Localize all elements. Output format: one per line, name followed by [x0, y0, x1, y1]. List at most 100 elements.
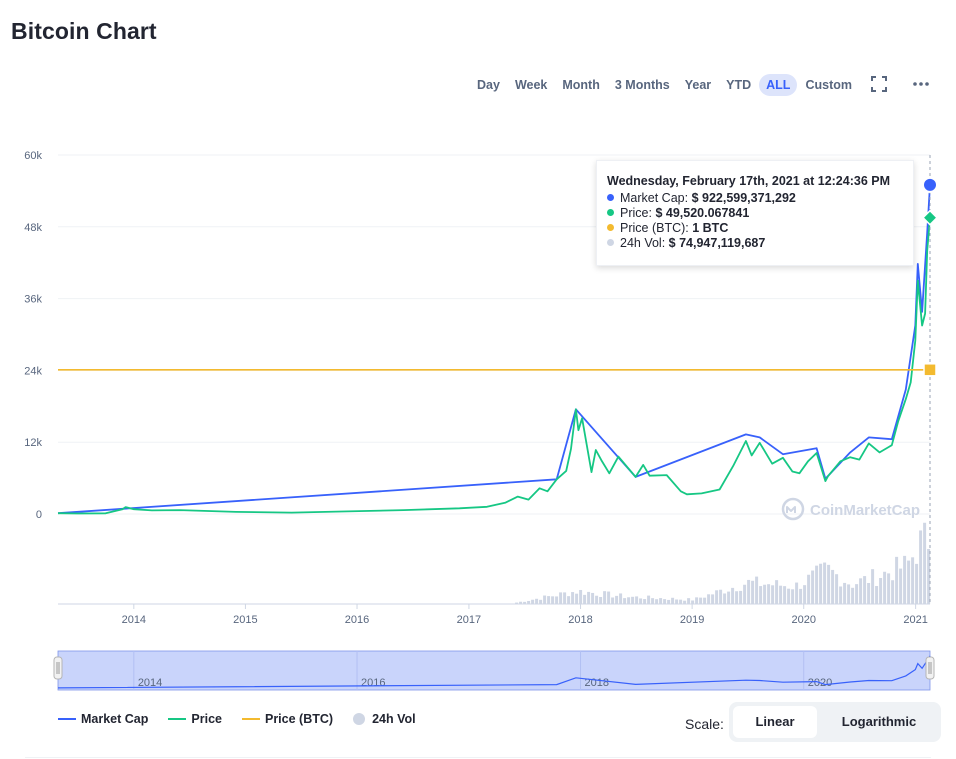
fullscreen-icon[interactable] — [871, 76, 887, 92]
price-dot — [607, 209, 614, 216]
volume-bar — [811, 570, 815, 604]
navigator-line — [57, 655, 931, 689]
volume-bar — [739, 590, 743, 604]
volume-bar — [691, 600, 695, 604]
y-axis-ticks: 60k 48k 36k 24k 12k 0 — [24, 150, 42, 521]
tooltip-date: Wednesday, February 17th, 2021 at 12:24:… — [607, 174, 890, 188]
legend-price[interactable]: Price — [168, 712, 222, 726]
volume-bar — [863, 576, 867, 604]
volume-bars — [515, 522, 931, 604]
volume-bar — [799, 588, 803, 604]
volume-bar — [843, 582, 847, 604]
volume-bar — [551, 596, 555, 604]
more-icon[interactable] — [912, 76, 930, 92]
legend-label: 24h Vol — [372, 712, 416, 726]
range-tab-all[interactable]: ALL — [759, 74, 798, 96]
legend-label: Market Cap — [81, 712, 149, 726]
volume-bar — [735, 591, 739, 604]
volume-bar — [915, 563, 919, 604]
tooltip-value: $ 74,947,119,687 — [668, 236, 766, 250]
volume-bar — [559, 592, 563, 604]
range-tab-day[interactable]: Day — [477, 78, 500, 92]
legend-volume[interactable]: 24h Vol — [353, 712, 416, 726]
navigator-year-label: 2016 — [361, 677, 385, 689]
range-tab-year[interactable]: Year — [684, 78, 712, 92]
volume-bar — [679, 599, 683, 604]
watermark-text: CoinMarketCap — [810, 502, 920, 519]
volume-bar — [851, 587, 855, 604]
volume-bar — [795, 582, 799, 604]
volume-bar — [583, 594, 587, 604]
hover-markers — [921, 155, 939, 604]
volume-bar — [755, 576, 759, 604]
volume-bar — [839, 586, 843, 604]
volume-bar — [631, 596, 635, 604]
volume-bar — [599, 597, 603, 604]
tooltip-label: 24h Vol: — [620, 236, 666, 250]
volume-bar — [635, 596, 639, 604]
volume-bar — [767, 584, 771, 604]
volume-bar — [531, 599, 535, 604]
navigator-left-handle[interactable] — [53, 656, 63, 680]
range-tab-ytd[interactable]: YTD — [726, 78, 752, 92]
tooltip-row-market-cap: Market Cap: $ 922,599,371,292 — [607, 191, 796, 205]
x-tick-label: 2015 — [233, 614, 257, 626]
volume-bar — [835, 574, 839, 604]
navigator-year-label: 2014 — [138, 677, 162, 689]
watermark: CoinMarketCap — [781, 497, 920, 521]
volume-bar — [891, 580, 895, 604]
legend-price-btc[interactable]: Price (BTC) — [241, 712, 333, 726]
volume-bar — [611, 597, 615, 604]
volume-bar — [823, 562, 827, 604]
volume-bar — [875, 586, 879, 604]
volume-bar — [695, 597, 699, 604]
volume-bar — [923, 522, 927, 604]
range-tabs: Day Week Month 3 Months Year YTD ALL Cus… — [470, 74, 860, 96]
volume-bar — [919, 530, 923, 604]
series-lines — [57, 184, 931, 515]
volume-bar — [667, 599, 671, 604]
volume-bar — [603, 591, 607, 604]
volume-bar — [587, 591, 591, 604]
y-tick-label: 12k — [24, 437, 42, 449]
tooltip-label: Price (BTC): — [620, 221, 689, 235]
legend-market-cap[interactable]: Market Cap — [58, 712, 148, 726]
volume-bar — [771, 585, 775, 604]
scale-toggle: Linear Logarithmic — [729, 702, 941, 742]
navigator-right-handle[interactable] — [925, 656, 935, 680]
volume-bar — [787, 588, 791, 604]
legend-label: Price — [191, 712, 222, 726]
volume-bar — [651, 598, 655, 604]
volume-bar — [711, 594, 715, 604]
volume-bar — [543, 595, 547, 604]
volume-bar — [707, 594, 711, 604]
volume-bar — [791, 589, 795, 604]
page-title: Bitcoin Chart — [11, 18, 157, 44]
tooltip-value: $ 49,520.067841 — [655, 206, 750, 220]
volume-bar — [907, 560, 911, 604]
range-tab-3-months[interactable]: 3 Months — [614, 78, 670, 92]
scale-linear-button[interactable]: Linear — [733, 706, 817, 738]
price-swatch — [168, 718, 187, 720]
price-marker — [921, 209, 939, 226]
x-tick-label: 2020 — [791, 614, 815, 626]
volume-bar — [879, 578, 883, 604]
price-line — [57, 217, 931, 515]
scale-logarithmic-button[interactable]: Logarithmic — [841, 714, 917, 729]
range-tab-custom[interactable]: Custom — [805, 78, 852, 92]
volume-bar — [883, 571, 887, 604]
volume-dot — [607, 239, 614, 246]
range-tab-week[interactable]: Week — [514, 78, 548, 92]
volume-bar — [779, 585, 783, 604]
volume-bar — [627, 597, 631, 604]
chart-legend: Market Cap Price Price (BTC) 24h Vol — [58, 712, 436, 726]
volume-bar — [619, 593, 623, 604]
volume-bar — [855, 584, 859, 604]
volume-bar — [815, 565, 819, 604]
tooltip-label: Price: — [620, 206, 652, 220]
volume-bar — [783, 586, 787, 604]
volume-bar — [623, 598, 627, 604]
volume-bar — [659, 598, 663, 604]
range-tab-month[interactable]: Month — [562, 78, 600, 92]
